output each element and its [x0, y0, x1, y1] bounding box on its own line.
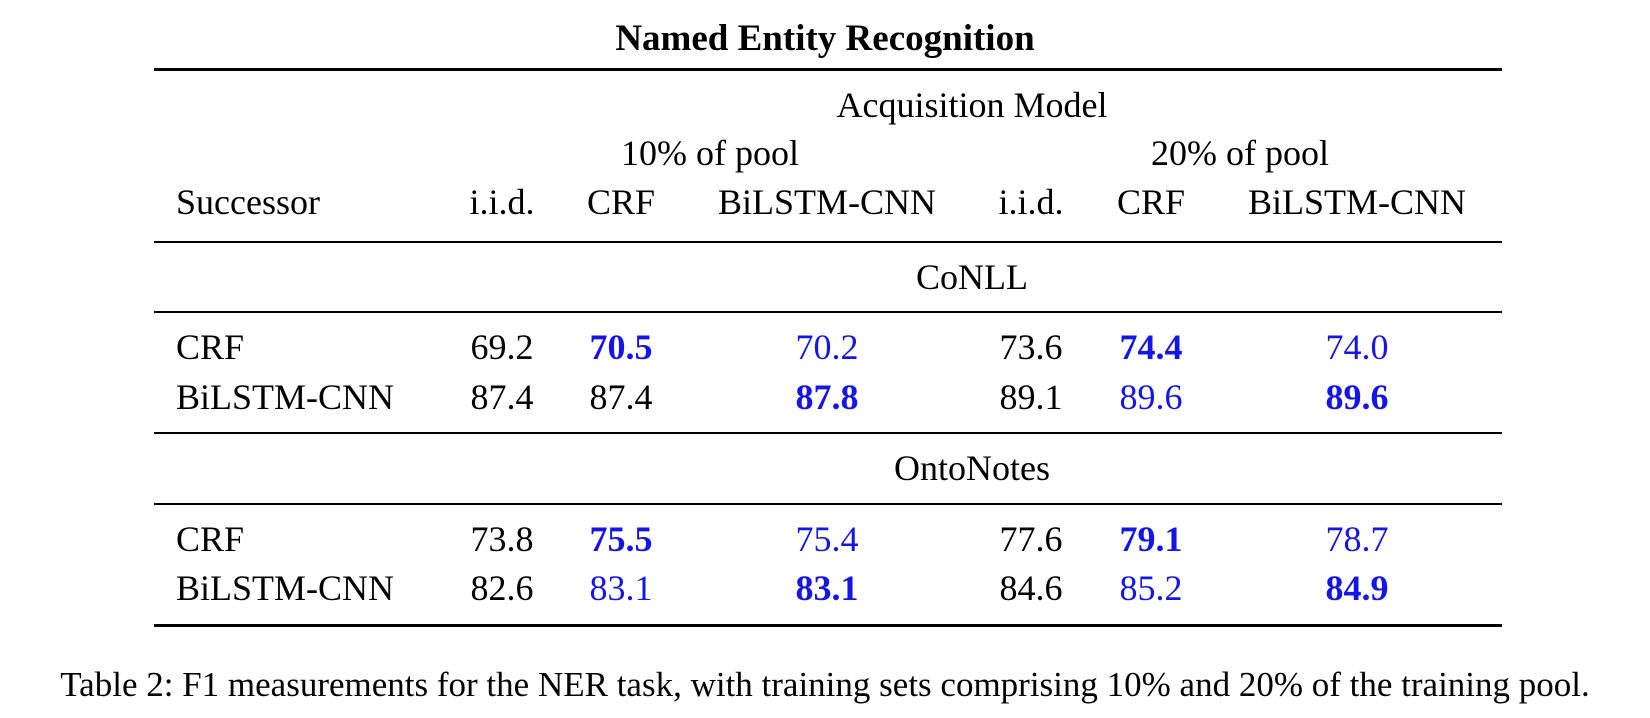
header-rule [154, 241, 1502, 243]
table-cell: 73.6 [999, 327, 1063, 367]
column-header-iid-20: i.i.d. [998, 182, 1064, 222]
table-cell: 73.8 [470, 519, 534, 559]
column-header-crf-20: CRF [1116, 182, 1186, 222]
column-header-bilstm-20: BiLSTM-CNN [1247, 182, 1467, 222]
pool-20-header: 20% of pool [1151, 133, 1329, 173]
column-header-crf-10: CRF [586, 182, 656, 222]
table-cell: 83.1 [795, 568, 859, 608]
row-label: BiLSTM-CNN [176, 377, 395, 417]
row-label: BiLSTM-CNN [176, 568, 395, 608]
table-cell: 78.7 [1325, 519, 1389, 559]
table-cell: 87.4 [589, 377, 653, 417]
pool-10-header: 10% of pool [621, 133, 799, 173]
table-cell: 83.1 [589, 568, 653, 608]
table-cell: 84.6 [999, 568, 1063, 608]
row-label: CRF [176, 519, 245, 559]
bottom-rule [154, 624, 1502, 627]
table-cell: 84.9 [1325, 568, 1389, 608]
table-cell: 82.6 [470, 568, 534, 608]
table-cell: 70.5 [589, 327, 653, 367]
table-cell: 89.1 [999, 377, 1063, 417]
table-cell: 74.4 [1119, 327, 1183, 367]
section-divider-rule [154, 432, 1502, 434]
successor-header: Successor [176, 182, 320, 222]
table-cell: 75.5 [589, 519, 653, 559]
table-cell: 74.0 [1325, 327, 1389, 367]
table-cell: 70.2 [795, 327, 859, 367]
table-cell: 87.8 [795, 377, 859, 417]
table-cell: 77.6 [999, 519, 1063, 559]
row-label: CRF [176, 327, 245, 367]
acquisition-model-header: Acquisition Model [836, 85, 1108, 125]
table-cell: 79.1 [1119, 519, 1183, 559]
table-cell: 89.6 [1119, 377, 1183, 417]
table-cell: 85.2 [1119, 568, 1183, 608]
top-rule [154, 68, 1502, 71]
table-caption: Table 2: F1 measurements for the NER tas… [60, 665, 1590, 704]
table-cell: 87.4 [470, 377, 534, 417]
column-header-iid-10: i.i.d. [469, 182, 535, 222]
table-cell: 75.4 [795, 519, 859, 559]
table-cell: 89.6 [1325, 377, 1389, 417]
table-title: Named Entity Recognition [615, 18, 1035, 59]
section-label-ontonotes: OntoNotes [894, 448, 1050, 488]
column-header-bilstm-10: BiLSTM-CNN [717, 182, 937, 222]
table-cell: 69.2 [470, 327, 534, 367]
section-rule-conll [154, 311, 1502, 313]
section-rule-ontonotes [154, 503, 1502, 505]
section-label-conll: CoNLL [916, 257, 1028, 297]
